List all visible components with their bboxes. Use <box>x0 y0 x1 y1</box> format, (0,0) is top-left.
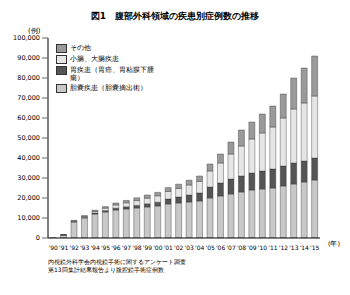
svg-text:10,000: 10,000 <box>17 214 40 222</box>
html-text:小腸、大腸疾患: 小腸、大腸疾患 <box>70 55 119 63</box>
html-text:胆嚢疾患（胆嚢摘出術）: 胆嚢疾患（胆嚢摘出術） <box>70 84 147 92</box>
svg-text:50,000: 50,000 <box>17 134 40 142</box>
svg-text:'04: '04 <box>195 244 204 251</box>
html-text:第13回集計結果報告より腹腔鏡手術症例数: 第13回集計結果報告より腹腔鏡手術症例数 <box>48 266 164 273</box>
svg-text:'95: '95 <box>101 244 110 251</box>
svg-text:'90: '90 <box>49 244 58 251</box>
svg-text:'99: '99 <box>143 244 152 251</box>
svg-text:'97: '97 <box>122 244 131 251</box>
html-text:(例): (例) <box>28 27 41 35</box>
svg-text:'91: '91 <box>59 244 68 251</box>
svg-text:'03: '03 <box>185 244 194 251</box>
html-text:その他: その他 <box>70 44 91 52</box>
svg-text:'09: '09 <box>247 244 256 251</box>
svg-text:'11: '11 <box>268 244 277 251</box>
svg-text:'98: '98 <box>132 244 141 251</box>
svg-text:'02: '02 <box>174 244 183 251</box>
svg-text:'01: '01 <box>164 244 173 251</box>
svg-text:'05: '05 <box>206 244 215 251</box>
svg-text:'06: '06 <box>216 244 225 251</box>
svg-text:70,000: 70,000 <box>17 94 40 102</box>
svg-text:90,000: 90,000 <box>17 54 40 62</box>
svg-text:40,000: 40,000 <box>17 154 40 162</box>
svg-text:'14: '14 <box>300 244 309 251</box>
svg-text:'13: '13 <box>289 244 298 251</box>
svg-text:20,000: 20,000 <box>17 194 40 202</box>
svg-text:'08: '08 <box>237 244 246 251</box>
svg-text:100,000: 100,000 <box>13 34 40 42</box>
svg-text:'15: '15 <box>310 244 319 251</box>
svg-text:'93: '93 <box>80 244 89 251</box>
svg-text:'00: '00 <box>153 244 162 251</box>
svg-text:0: 0 <box>36 234 40 242</box>
svg-text:'10: '10 <box>258 244 267 251</box>
html-text:図1 腹部外科領域の疾患別症例数の推移: 図1 腹部外科領域の疾患別症例数の推移 <box>90 11 260 21</box>
svg-text:30,000: 30,000 <box>17 174 40 182</box>
html-text:胃疾患（胃癌、胃粘膜下腫瘍）: 胃疾患（胃癌、胃粘膜下腫瘍） <box>70 66 154 82</box>
svg-text:'94: '94 <box>90 244 99 251</box>
html-text:内視鏡外科学会内視鏡手術に関するアンケート調査: 内視鏡外科学会内視鏡手術に関するアンケート調査 <box>48 258 186 265</box>
svg-text:60,000: 60,000 <box>17 114 40 122</box>
svg-text:'07: '07 <box>226 244 235 251</box>
svg-text:80,000: 80,000 <box>17 74 40 82</box>
svg-text:'92: '92 <box>70 244 79 251</box>
svg-text:'96: '96 <box>111 244 120 251</box>
html-text:(年): (年) <box>327 240 340 248</box>
svg-text:'12: '12 <box>279 244 288 251</box>
